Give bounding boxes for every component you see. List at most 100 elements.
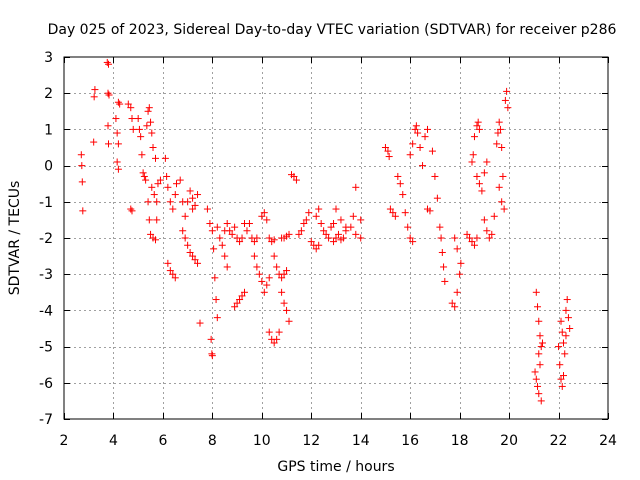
data-point <box>140 172 148 180</box>
data-point <box>275 328 283 336</box>
data-point <box>128 207 136 215</box>
data-point <box>250 252 258 260</box>
data-point <box>90 138 98 146</box>
data-point <box>270 236 278 244</box>
data-point <box>169 205 177 213</box>
data-point <box>184 198 192 206</box>
data-point <box>399 191 407 199</box>
data-point <box>210 245 218 253</box>
data-point <box>228 230 236 238</box>
data-point <box>384 147 392 155</box>
data-point <box>564 314 572 322</box>
data-point <box>255 270 263 278</box>
data-point <box>337 216 345 224</box>
data-point <box>78 162 86 170</box>
data-point <box>194 259 202 267</box>
data-point <box>300 220 308 228</box>
data-point <box>357 234 365 242</box>
data-point <box>453 245 461 253</box>
data-point <box>243 227 251 235</box>
data-point <box>536 361 544 369</box>
y-tick-label: -1 <box>39 195 53 211</box>
data-point <box>332 205 340 213</box>
data-point <box>406 151 414 159</box>
data-point <box>404 223 412 231</box>
data-point <box>145 104 153 112</box>
data-point <box>436 223 444 231</box>
data-point <box>139 169 147 177</box>
y-tick-label: -4 <box>39 303 53 319</box>
data-point <box>414 129 422 137</box>
data-point <box>537 397 545 405</box>
data-point <box>263 281 271 289</box>
data-point <box>143 122 151 130</box>
data-point <box>206 220 214 228</box>
data-point <box>469 151 477 159</box>
data-point <box>496 125 504 133</box>
data-points <box>77 58 574 405</box>
data-point <box>488 230 496 238</box>
data-point <box>144 198 152 206</box>
data-point <box>258 277 266 285</box>
data-point <box>212 296 220 304</box>
data-point <box>357 216 365 224</box>
data-point <box>478 187 486 195</box>
data-point <box>270 252 278 260</box>
data-point <box>494 129 502 137</box>
x-tick-label: 16 <box>401 433 419 449</box>
data-point <box>555 343 563 351</box>
data-point <box>504 104 512 112</box>
data-point <box>104 122 112 130</box>
data-point <box>409 238 417 246</box>
data-point <box>437 234 445 242</box>
data-point <box>238 292 246 300</box>
data-point <box>534 382 542 390</box>
data-point <box>483 158 491 166</box>
data-point <box>278 288 286 296</box>
data-point <box>396 180 404 188</box>
data-point <box>253 234 261 242</box>
data-point <box>490 212 498 220</box>
data-point <box>105 60 113 68</box>
data-point <box>153 216 161 224</box>
data-point <box>265 234 273 242</box>
data-point <box>534 303 542 311</box>
data-point <box>223 263 231 271</box>
data-point <box>495 183 503 191</box>
data-point <box>535 317 543 325</box>
data-point <box>270 339 278 347</box>
data-point <box>557 375 565 383</box>
data-point <box>470 133 478 141</box>
plot-frame <box>63 56 609 420</box>
data-point <box>273 263 281 271</box>
data-point <box>258 212 266 220</box>
data-point <box>213 314 221 322</box>
data-point <box>322 230 330 238</box>
data-point <box>253 263 261 271</box>
data-point <box>233 299 241 307</box>
data-point <box>558 328 566 336</box>
data-point <box>124 100 132 108</box>
data-point <box>566 325 574 332</box>
data-point <box>231 223 239 231</box>
y-tick-label: 2 <box>44 86 53 102</box>
data-point <box>330 220 338 228</box>
data-point <box>535 350 543 358</box>
data-point <box>116 100 124 108</box>
data-point <box>480 216 488 224</box>
data-point <box>498 198 506 206</box>
data-point <box>409 140 417 148</box>
data-point <box>91 86 99 94</box>
data-point <box>283 267 291 275</box>
data-point <box>114 165 122 173</box>
data-point <box>416 144 424 151</box>
data-point <box>312 212 320 220</box>
data-point <box>290 172 298 180</box>
x-tick-label: 18 <box>451 433 469 449</box>
data-point <box>431 172 439 180</box>
data-point <box>278 274 286 282</box>
y-tick-label: -7 <box>39 412 53 428</box>
data-point <box>194 191 202 199</box>
data-point <box>184 241 192 249</box>
data-point <box>330 238 338 246</box>
